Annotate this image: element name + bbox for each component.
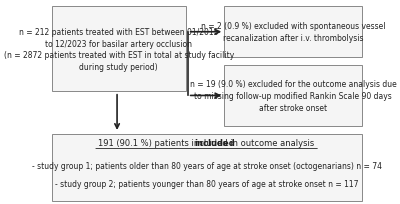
FancyBboxPatch shape <box>224 7 362 58</box>
FancyBboxPatch shape <box>52 134 362 201</box>
Text: included: included <box>194 139 235 148</box>
Text: n = 2 (0.9 %) excluded with spontaneous vessel
recanalization after i.v. thrombo: n = 2 (0.9 %) excluded with spontaneous … <box>201 22 385 43</box>
Text: 191 (90.1 %) patients included in outcome analysis: 191 (90.1 %) patients included in outcom… <box>98 139 315 148</box>
FancyBboxPatch shape <box>52 7 186 92</box>
Text: n = 19 (9.0 %) excluded for the outcome analysis due
to missing follow-up modifi: n = 19 (9.0 %) excluded for the outcome … <box>190 80 396 112</box>
Text: - study group 1; patients older than 80 years of age at stroke onset (octogenari: - study group 1; patients older than 80 … <box>32 161 382 170</box>
Text: - study group 2; patients younger than 80 years of age at stroke onset n = 117: - study group 2; patients younger than 8… <box>55 179 358 188</box>
FancyBboxPatch shape <box>224 66 362 126</box>
Text: n = 212 patients treated with EST between 01/2015
to 12/2023 for basilar artery : n = 212 patients treated with EST betwee… <box>4 28 234 72</box>
